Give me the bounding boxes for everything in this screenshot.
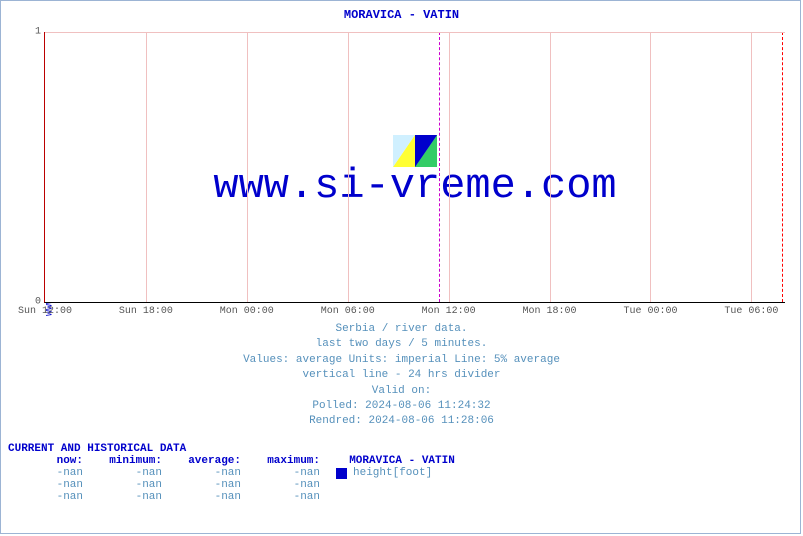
caption-line: last two days / 5 minutes. xyxy=(0,337,803,352)
caption-line: Rendred: 2024-08-06 11:28:06 xyxy=(0,414,803,429)
grid-vertical xyxy=(247,32,248,302)
series-header: MORAVICA - VATIN xyxy=(324,455,455,467)
table-cell: -nan xyxy=(166,491,245,503)
table-row: -nan-nan-nan-nanheight[foot] xyxy=(8,467,455,479)
table-cell: -nan xyxy=(8,479,87,491)
xtick-label: Mon 12:00 xyxy=(422,306,476,317)
ytick-label: 1 xyxy=(35,27,41,38)
table-cell: -nan xyxy=(166,467,245,479)
grid-vertical xyxy=(348,32,349,302)
series-label: height[foot] xyxy=(324,467,432,479)
xtick-label: Mon 06:00 xyxy=(321,306,375,317)
series-name: height[foot] xyxy=(353,467,432,479)
table-cell: -nan xyxy=(166,479,245,491)
grid-vertical xyxy=(650,32,651,302)
data-table: CURRENT AND HISTORICAL DATA now:minimum:… xyxy=(8,443,455,503)
xtick-label: Sun 12:00 xyxy=(18,306,72,317)
table-cell: -nan xyxy=(87,479,166,491)
column-header: minimum: xyxy=(87,455,166,467)
table-cell: -nan xyxy=(8,467,87,479)
caption-block: Serbia / river data. last two days / 5 m… xyxy=(0,322,803,430)
caption-line: Valid on: xyxy=(0,384,803,399)
chart-area: www.si-vreme.com Sun 12:00Sun 18:00Mon 0… xyxy=(44,32,784,302)
caption-line: Polled: 2024-08-06 11:24:32 xyxy=(0,399,803,414)
grid-vertical xyxy=(751,32,752,302)
plot-area: www.si-vreme.com Sun 12:00Sun 18:00Mon 0… xyxy=(44,32,785,303)
table-cell: -nan xyxy=(87,491,166,503)
table-cell: -nan xyxy=(245,479,324,491)
grid-vertical xyxy=(449,32,450,302)
caption-line: Serbia / river data. xyxy=(0,322,803,337)
grid-vertical xyxy=(550,32,551,302)
table-row: -nan-nan-nan-nan xyxy=(8,491,455,503)
watermark-text: www.si-vreme.com xyxy=(213,162,616,210)
table-cell: -nan xyxy=(8,491,87,503)
table-cell: -nan xyxy=(87,467,166,479)
column-header: average: xyxy=(166,455,245,467)
table-cell: -nan xyxy=(245,491,324,503)
end-marker xyxy=(782,32,783,302)
xtick-label: Tue 00:00 xyxy=(623,306,677,317)
xtick-label: Mon 18:00 xyxy=(523,306,577,317)
xtick-label: Sun 18:00 xyxy=(119,306,173,317)
table-row: -nan-nan-nan-nan xyxy=(8,479,455,491)
column-header: now: xyxy=(8,455,87,467)
caption-line: Values: average Units: imperial Line: 5%… xyxy=(0,353,803,368)
table-header-row: now:minimum:average:maximum: MORAVICA - … xyxy=(8,455,455,467)
xtick-label: Mon 00:00 xyxy=(220,306,274,317)
series-label xyxy=(324,491,336,503)
grid-vertical xyxy=(146,32,147,302)
grid-horizontal xyxy=(45,32,785,33)
series-label xyxy=(324,479,336,491)
color-swatch-icon xyxy=(336,468,347,479)
xtick-label: Tue 06:00 xyxy=(724,306,778,317)
ytick-label: 0 xyxy=(35,297,41,308)
chart-title: MORAVICA - VATIN xyxy=(0,8,803,22)
caption-line: vertical line - 24 hrs divider xyxy=(0,368,803,383)
column-header: maximum: xyxy=(245,455,324,467)
table-cell: -nan xyxy=(245,467,324,479)
data-table-header: CURRENT AND HISTORICAL DATA xyxy=(8,443,455,455)
